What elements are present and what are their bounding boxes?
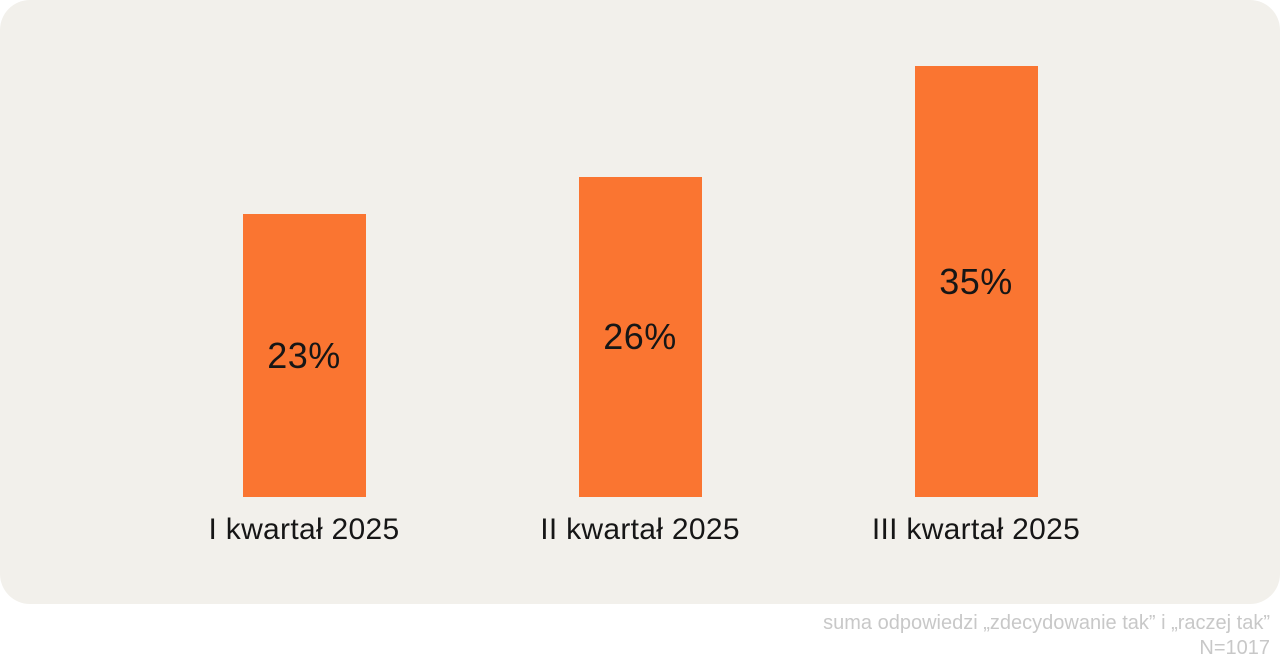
chart-card: 23% I kwartał 2025 26% II kwartał 2025 3… xyxy=(0,0,1280,604)
category-label: III kwartał 2025 xyxy=(871,513,1081,546)
footnote-line-1: suma odpowiedzi „zdecydowanie tak” i „ra… xyxy=(823,612,1270,634)
bar-value-label: 23% xyxy=(267,334,341,376)
bar-chart: 23% I kwartał 2025 26% II kwartał 2025 3… xyxy=(209,66,1080,547)
bar-column: 26% II kwartał 2025 xyxy=(540,177,740,547)
bar: 23% xyxy=(242,214,366,497)
bar-value-label: 35% xyxy=(939,260,1013,302)
footnote-line-2: N=1017 xyxy=(1199,637,1270,659)
bar: 35% xyxy=(914,66,1038,497)
bar-column: 23% I kwartał 2025 xyxy=(209,214,399,547)
category-label: II kwartał 2025 xyxy=(540,513,740,546)
category-label: I kwartał 2025 xyxy=(208,513,400,546)
bar: 26% xyxy=(578,177,702,497)
bar-column: 35% III kwartał 2025 xyxy=(872,66,1080,547)
chart-footnote: suma odpowiedzi „zdecydowanie tak” i „ra… xyxy=(0,611,1280,661)
bar-value-label: 26% xyxy=(603,316,677,357)
